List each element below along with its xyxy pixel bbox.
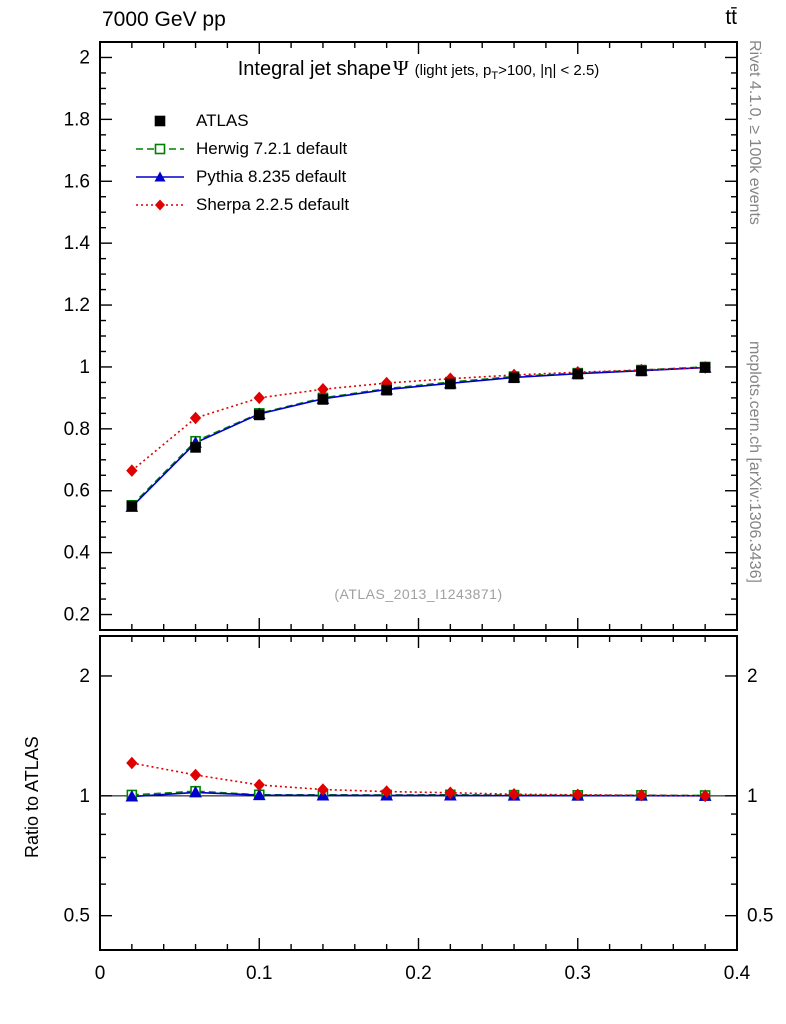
- legend-marker-herwig: [136, 143, 184, 155]
- legend-label-sherpa: Sherpa 2.2.5 default: [196, 195, 350, 214]
- series-line-sherpa: [131, 366, 706, 472]
- title-selection-sub: T: [491, 70, 499, 82]
- ratio-line-pythia: [131, 791, 706, 798]
- legend-item-pythia: Pythia 8.235 default: [134, 163, 349, 191]
- ratio-y-tick-label-left: 0.5: [64, 906, 90, 927]
- main-y-tick-label: 0.4: [64, 543, 91, 564]
- title-selection-pre: (light jets, p: [414, 62, 492, 79]
- ratio-line-sherpa: [131, 762, 706, 797]
- series-layer: [125, 361, 712, 803]
- title-selection: (light jets, pT>100, |η| < 2.5): [414, 62, 600, 82]
- main-y-tick-label: 1.8: [64, 109, 90, 130]
- beam-energy-label: 7000 GeV pp: [102, 8, 226, 31]
- main-y-tick-label: 2: [79, 47, 90, 68]
- series-line-herwig: [131, 366, 706, 506]
- plot-title: Integral jet shapeΨ (light jets, pT>100, …: [100, 56, 737, 82]
- x-tick-label: 0.2: [405, 963, 431, 984]
- legend-item-sherpa: Sherpa 2.2.5 default: [134, 191, 349, 219]
- ratio-y-tick-label-right: 0.5: [747, 906, 773, 927]
- rivet-version-note: Rivet 4.1.0, ≥ 100k events: [746, 40, 763, 225]
- mcplots-note: mcplots.cern.ch [arXiv:1306.3436]: [746, 341, 763, 583]
- series-markers-herwig: [126, 361, 711, 801]
- process-label: tt̄: [725, 6, 737, 29]
- title-text: Integral jet shape: [237, 58, 392, 80]
- legend-item-atlas: ATLAS: [134, 107, 349, 135]
- main-y-tick-label: 1.6: [64, 171, 90, 192]
- main-y-tick-label: 0.8: [64, 419, 90, 440]
- main-y-tick-label: 1.2: [64, 295, 90, 316]
- series-line-pythia: [131, 366, 706, 508]
- ratio-y-tick-label-left: 2: [79, 666, 90, 687]
- legend-item-herwig: Herwig 7.2.1 default: [134, 135, 349, 163]
- x-tick-label: 0.3: [565, 963, 591, 984]
- series-markers-sherpa: [126, 361, 711, 803]
- x-tick-label: 0.1: [246, 963, 272, 984]
- psi-symbol: Ψ: [393, 56, 409, 80]
- legend-label-atlas: ATLAS: [196, 111, 249, 130]
- legend-marker-sherpa: [136, 199, 184, 211]
- analysis-watermark: (ATLAS_2013_I1243871): [334, 586, 503, 602]
- x-tick-label: 0.4: [724, 963, 751, 984]
- x-tick-label: 0: [95, 963, 106, 984]
- ratio-y-tick-label-right: 2: [747, 666, 758, 687]
- axes: 0.2 0.4 0.6 0.8 1 1.2 1.4 1.6 1.8 2 0.5 0.5 1 1 2 2 0 0.1…: [64, 41, 773, 984]
- legend-marker-atlas: [154, 115, 166, 127]
- legend-marker-pythia: [136, 171, 184, 182]
- main-y-tick-label: 1: [79, 357, 90, 378]
- legend-label-herwig: Herwig 7.2.1 default: [196, 139, 348, 158]
- ratio-axis-label: Ratio to ATLAS: [22, 736, 42, 858]
- title-selection-post: >100, |η| < 2.5): [498, 62, 600, 79]
- series-markers-pythia: [125, 361, 712, 802]
- main-y-tick-label: 1.4: [64, 233, 91, 254]
- ratio-y-tick-label-right: 1: [747, 786, 758, 807]
- legend: ATLAS Herwig 7.2.1 default Pythia 8.235 …: [134, 107, 349, 219]
- series-markers-atlas: [126, 362, 711, 512]
- ratio-y-tick-label-left: 1: [79, 786, 90, 807]
- main-y-tick-label: 0.6: [64, 481, 90, 502]
- legend-label-pythia: Pythia 8.235 default: [196, 167, 347, 186]
- main-y-tick-label: 0.2: [64, 605, 90, 626]
